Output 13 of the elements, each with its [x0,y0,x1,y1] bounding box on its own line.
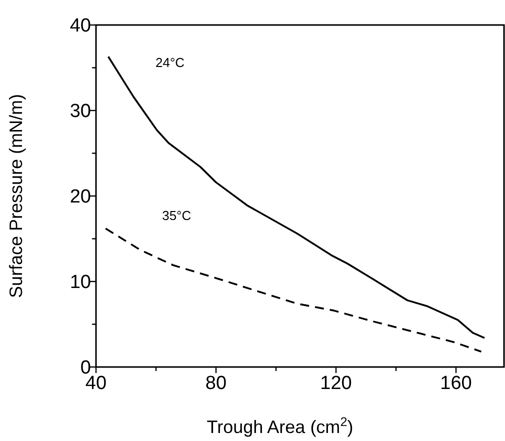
y-tick-label: 10 [70,272,91,294]
y-tick-label: 30 [70,101,91,122]
x-axis-title: Trough Area (cm$^{2}$) [206,415,354,437]
text: 35°C [162,208,192,223]
x-tick-label: 160 [440,373,472,394]
text: 24°C [156,54,185,70]
y-tick-label: 20 [70,186,91,208]
line-series [104,228,482,353]
y-tick-label: 40 [70,16,91,37]
line-series [107,56,486,339]
x-tick-label: 80 [205,373,227,394]
x-tick-label: 120 [320,373,352,394]
y-axis-title: Surface Pressure (mN/m) [6,94,26,298]
